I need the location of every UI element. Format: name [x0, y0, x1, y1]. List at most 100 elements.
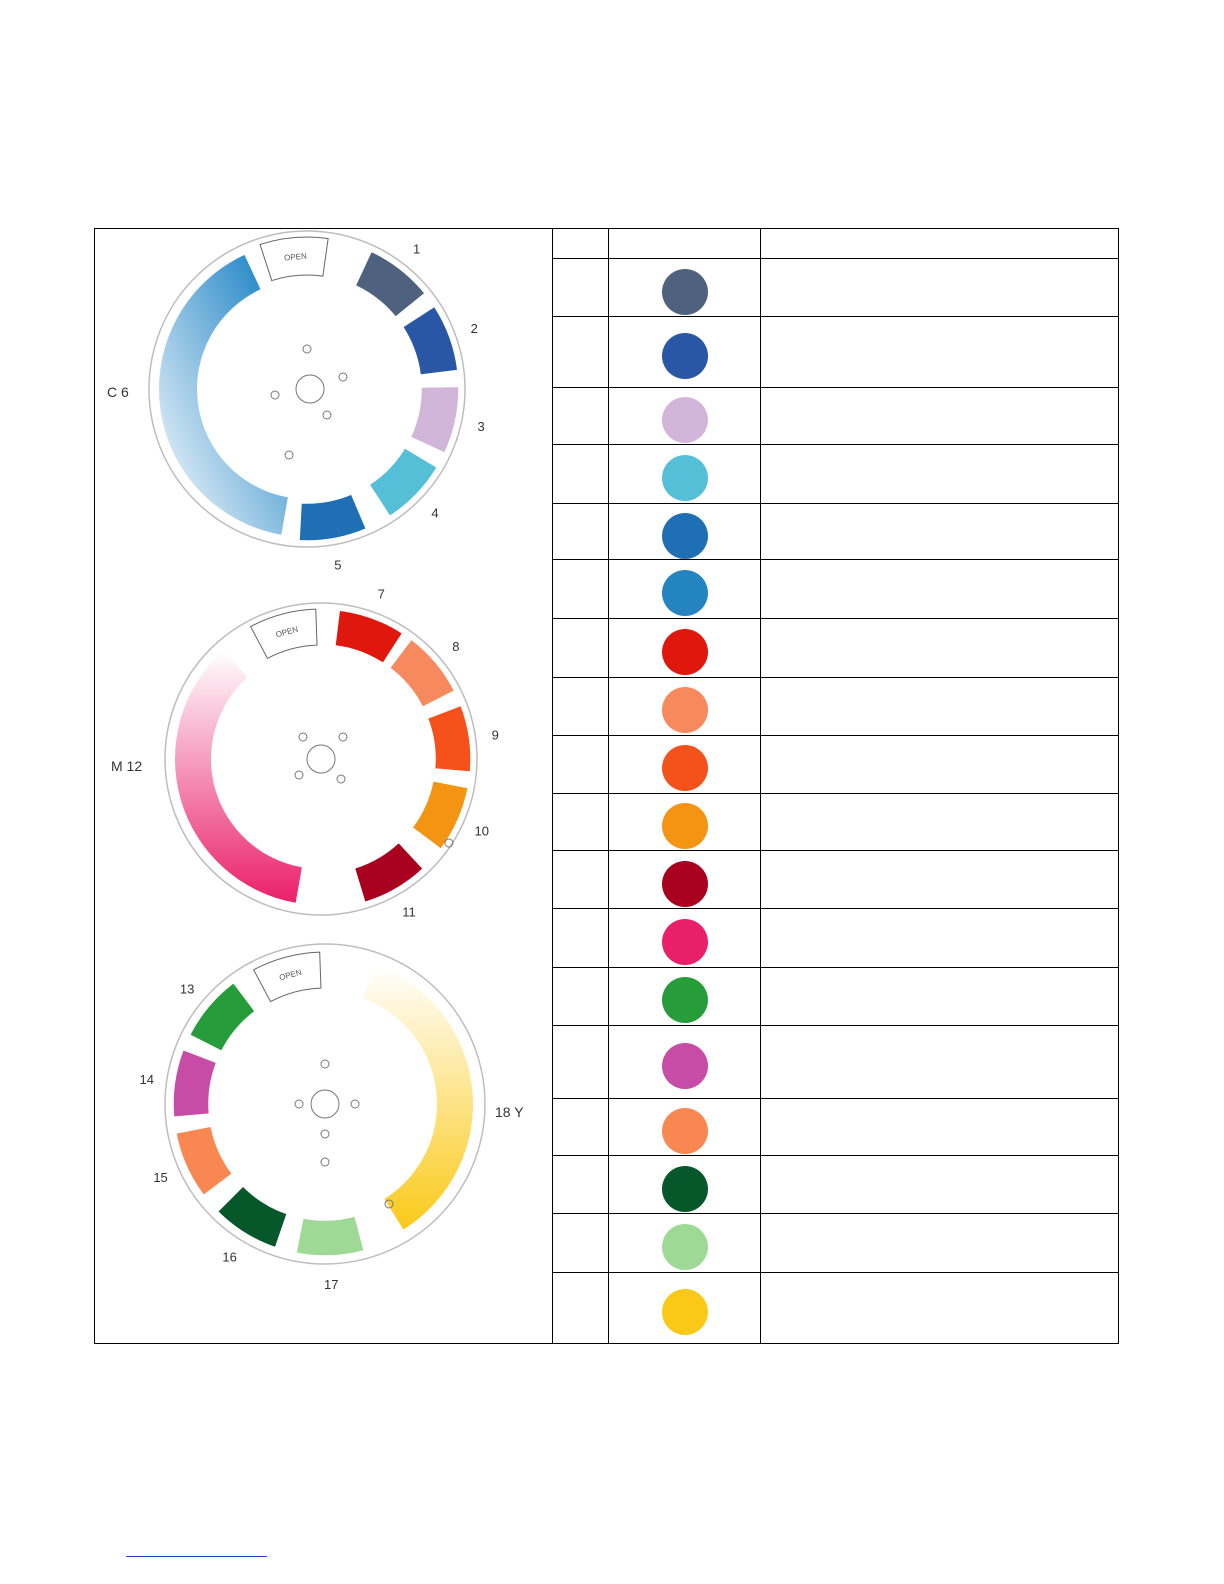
row-description-cell [760, 676, 1119, 736]
table-row [95, 734, 1119, 794]
color-swatch [661, 1042, 708, 1089]
slot-number: 10 [475, 824, 489, 839]
color-swatch [661, 1288, 708, 1335]
slot-number: 4 [431, 506, 438, 521]
open-slot [259, 236, 329, 282]
color-swatch [661, 396, 708, 443]
color-swatch [661, 512, 708, 559]
table-row [95, 908, 1119, 968]
color-swatch [661, 454, 708, 501]
row-color-cell [608, 908, 761, 968]
row-color-cell [608, 386, 761, 445]
color-swatch [661, 977, 708, 1024]
open-slot [252, 951, 322, 1003]
row-number-cell [552, 1024, 609, 1100]
slot-number: 17 [324, 1277, 338, 1292]
table-body: OPEN 1 2 3 4 5 C 6 OPEN 7 8 9 10 11 M 12 OPEN 13 14 15 16 1… [94, 227, 1119, 1345]
color-swatch [661, 332, 708, 379]
row-color-cell [608, 1024, 761, 1100]
mount-hole [444, 838, 454, 848]
row-color-cell [608, 618, 761, 678]
row-description-cell [760, 443, 1119, 504]
hub-hole [295, 374, 325, 404]
row-color-cell [608, 734, 761, 794]
table-row [95, 618, 1119, 678]
color-slot [175, 1125, 234, 1197]
mount-hole [294, 770, 304, 780]
row-description-cell [760, 1213, 1119, 1273]
row-number-cell [552, 559, 609, 620]
wheel-label: C 6 [107, 384, 129, 400]
slot-number: 14 [140, 1072, 154, 1087]
color-slot [295, 1215, 366, 1257]
row-number-cell [552, 1271, 609, 1345]
row-number-cell [552, 1213, 609, 1273]
color-slot [409, 385, 460, 454]
row-description-cell [760, 316, 1119, 388]
color-slot [172, 1048, 218, 1118]
color-swatch [661, 860, 708, 907]
color-swatch [661, 803, 708, 850]
table-row [95, 1271, 1119, 1345]
row-color-cell [608, 443, 761, 504]
row-number-cell [552, 1098, 609, 1157]
color-slot [368, 446, 439, 518]
wheel-label: M 12 [111, 758, 142, 774]
color-slot [354, 250, 426, 319]
table-row [95, 792, 1119, 852]
table-row [95, 850, 1119, 910]
row-color-cell [608, 1271, 761, 1345]
color-swatch [661, 570, 708, 617]
slot-number: 8 [452, 639, 459, 654]
mount-hole [338, 732, 348, 742]
slot-number: 11 [402, 904, 416, 919]
color-slot [426, 704, 472, 773]
color-swatch [661, 1108, 708, 1155]
color-wheel: OPEN 1 2 3 4 5 C 6 [107, 230, 485, 572]
row-color-cell [608, 966, 761, 1026]
mount-hole [384, 1199, 394, 1209]
row-color-cell [608, 502, 761, 561]
row-color-cell [608, 1098, 761, 1157]
color-slot [411, 780, 469, 851]
mount-hole [320, 1157, 330, 1167]
footer-link-underline [126, 1556, 267, 1557]
row-number-cell [552, 676, 609, 736]
mount-hole [350, 1099, 360, 1109]
table-row [95, 1213, 1119, 1273]
table-row [95, 966, 1119, 1026]
mount-hole [320, 1059, 330, 1069]
header-cell-number [552, 227, 609, 260]
slot-number: 15 [153, 1170, 167, 1185]
color-swatch [661, 268, 708, 315]
row-description-cell [760, 502, 1119, 561]
row-color-cell [608, 676, 761, 736]
mount-hole [298, 732, 308, 742]
wheel-outer-ring [164, 602, 478, 916]
slot-number: 7 [378, 587, 385, 602]
gradient-arc [175, 650, 302, 903]
color-swatch [661, 918, 708, 965]
row-number-cell [552, 792, 609, 852]
color-swatch [661, 628, 708, 675]
gradient-arc [159, 254, 288, 535]
color-slot [401, 305, 459, 376]
open-slot [249, 608, 318, 660]
header-row: OPEN 1 2 3 4 5 C 6 OPEN 7 8 9 10 11 M 12 OPEN 13 14 15 16 1… [94, 227, 1119, 1344]
wheel-label: 18 Y [495, 1104, 524, 1120]
table-row [95, 1024, 1119, 1100]
table-row [95, 386, 1119, 445]
row-description-cell [760, 908, 1119, 968]
row-description-cell [760, 1155, 1119, 1215]
row-color-cell [608, 1155, 761, 1215]
row-number-cell [552, 966, 609, 1026]
row-color-cell [608, 850, 761, 910]
table-row [95, 502, 1119, 561]
table-row [95, 1155, 1119, 1215]
color-slot [188, 981, 256, 1053]
table-row [95, 258, 1119, 318]
row-description-cell [760, 1271, 1119, 1345]
row-description-cell [760, 1098, 1119, 1157]
mount-hole [320, 1129, 330, 1139]
